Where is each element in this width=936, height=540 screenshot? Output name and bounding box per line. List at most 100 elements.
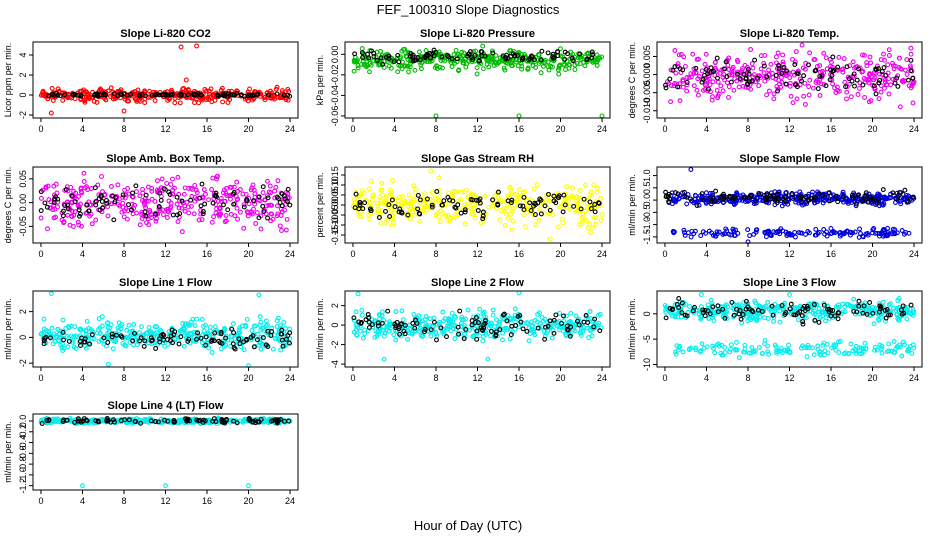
data-point-all [105,213,111,219]
data-point-all [146,324,152,330]
data-point-selected [663,82,668,88]
data-point-selected [424,52,430,58]
data-point-all [389,190,395,196]
data-point-selected [694,203,700,208]
data-point-all [38,195,44,201]
data-point-selected [743,76,749,82]
data-point-all [453,47,459,53]
data-point-selected [680,67,686,73]
data-point-all [392,209,397,215]
data-point-selected [417,57,423,63]
data-point-all [715,79,721,85]
data-point-all [885,225,891,231]
data-point-selected [38,189,44,195]
data-point-selected [65,206,71,212]
data-point-selected [826,190,832,196]
y-tick-label: -4 [330,360,340,368]
data-point-all [509,208,515,214]
data-point-all [691,83,697,89]
data-point-all [906,230,912,236]
data-point-selected [815,86,821,92]
data-point-selected [682,194,688,200]
data-point-all [684,75,690,80]
data-point-selected [546,191,551,197]
data-point-selected [86,208,92,214]
data-point-all [185,204,191,210]
panel-title: Slope Amb. Box Temp. [106,153,225,165]
data-point-all [780,52,786,58]
data-point-selected [677,66,683,72]
data-point-selected [874,200,880,206]
data-point-all [811,352,817,358]
y-axis-label: degrees C per min. [3,167,13,244]
data-point-all [139,324,144,330]
data-point-selected [708,69,714,75]
data-point-all [465,201,470,206]
data-point-all [79,190,85,196]
data-point-all [885,230,891,235]
data-point-selected [468,197,474,202]
panel-title: Slope Gas Stream RH [421,153,534,165]
data-point-selected [386,56,392,61]
data-point-all [277,95,283,101]
data-point-all [381,356,387,362]
data-point-all [515,63,521,69]
data-point-all [486,204,492,210]
data-point-all [901,231,907,237]
data-point-all [888,82,894,88]
data-point-all [494,317,499,323]
data-point-selected [152,92,158,98]
data-point-all [443,212,449,218]
y-tick-label: 0.05 [330,186,340,204]
data-point-selected [100,205,106,211]
data-point-selected [462,207,468,213]
data-point-all [723,226,729,232]
data-point-selected [415,192,421,198]
data-point-all [881,51,886,57]
data-point-selected [663,85,669,91]
data-point-selected [429,202,435,208]
data-point-all [904,316,910,322]
data-point-all [501,206,507,212]
data-point-all [442,58,448,64]
data-point-all [794,96,800,102]
data-point-all [60,97,66,103]
x-tick-label: 0 [662,373,667,383]
data-point-all [742,342,748,348]
data-point-all [541,210,547,216]
data-point-all [281,320,287,325]
data-point-all [573,195,579,201]
data-point-all [412,190,418,196]
data-point-selected [826,198,832,204]
data-point-selected [856,298,862,304]
data-point-selected [480,209,486,215]
data-point-all [745,69,751,75]
data-point-selected [551,55,557,61]
data-point-all [908,45,914,51]
data-point-selected [469,318,475,324]
data-point-all [378,187,384,193]
data-point-selected [260,203,266,209]
data-point-all [387,187,393,193]
data-point-all [681,54,687,60]
data-point-selected [521,194,527,200]
data-point-all [840,69,846,75]
panel-title: Slope Line 1 Flow [119,277,212,289]
data-point-selected [844,64,850,70]
data-point-all [802,80,808,86]
data-point-all [234,179,240,185]
data-point-all [702,61,708,67]
data-point-all [817,63,823,69]
y-tick-label: 0.005 [642,45,652,68]
data-point-all [762,78,768,84]
data-point-all [677,98,683,104]
y-tick-label: -10 [642,358,652,371]
data-point-all [900,196,906,202]
data-point-all [753,227,759,233]
data-point-all [536,61,542,66]
data-point-selected [684,79,690,85]
data-point-all [677,81,683,87]
